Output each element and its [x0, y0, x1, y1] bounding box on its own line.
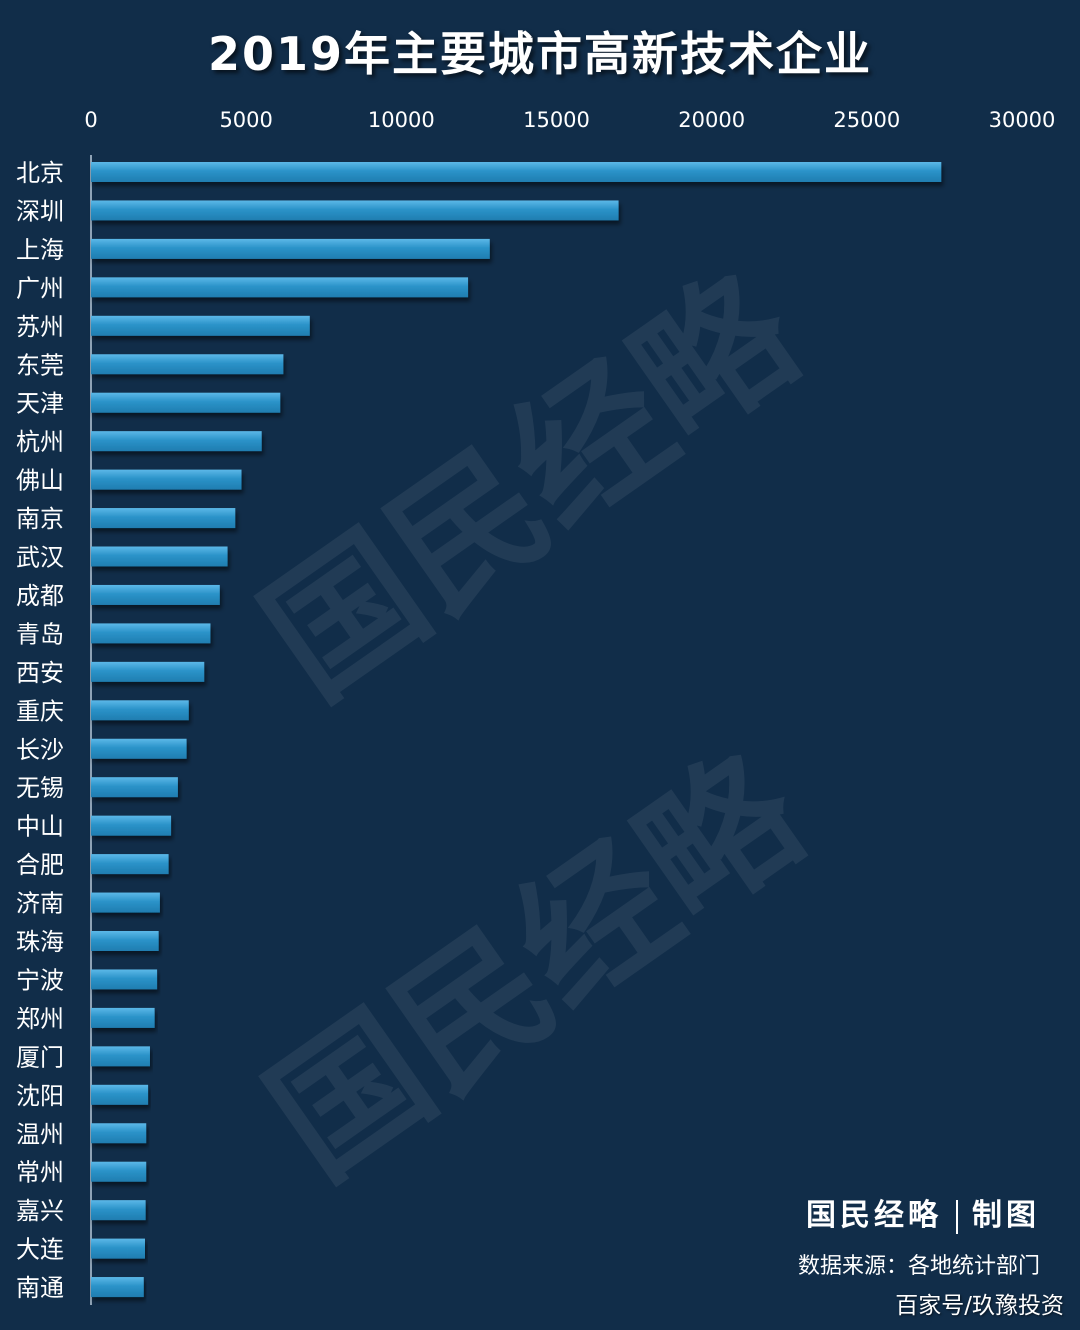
bar [91, 661, 205, 682]
bar [91, 738, 187, 759]
bar [91, 1123, 147, 1144]
category-label: 长沙 [16, 736, 64, 764]
bar [91, 892, 160, 913]
category-label: 温州 [16, 1120, 64, 1148]
category-label: 合肥 [16, 851, 64, 879]
bar [91, 1277, 144, 1298]
category-label: 深圳 [16, 197, 64, 225]
category-label: 厦门 [16, 1043, 64, 1071]
category-label: 北京 [16, 159, 64, 187]
category-label: 珠海 [16, 928, 64, 956]
credit-brand: 国民经略 [806, 1198, 942, 1233]
bar [91, 854, 169, 875]
bar [91, 469, 242, 490]
category-label: 宁波 [16, 966, 64, 994]
credit-separator [956, 1200, 958, 1234]
x-tick-label: 30000 [989, 108, 1056, 132]
bar [91, 969, 158, 990]
category-label: 东莞 [16, 351, 64, 379]
bar [91, 315, 310, 336]
x-tick-label: 25000 [833, 108, 900, 132]
category-label: 南京 [16, 505, 64, 533]
bar [91, 777, 178, 798]
category-label: 中山 [16, 813, 64, 841]
category-label: 武汉 [16, 544, 64, 572]
x-tick-label: 20000 [678, 108, 745, 132]
credit-made: 制图 [972, 1198, 1040, 1233]
bar [91, 508, 236, 529]
brand-watermark: 百家号/玖豫投资 [895, 1293, 1064, 1319]
bar [91, 1200, 146, 1221]
bar [91, 1007, 155, 1028]
category-label: 大连 [16, 1236, 64, 1264]
bar [91, 1084, 149, 1105]
x-tick-label: 15000 [523, 108, 590, 132]
x-tick-label: 10000 [368, 108, 435, 132]
bar [91, 277, 469, 298]
bar [91, 200, 619, 221]
category-label: 南通 [16, 1274, 64, 1302]
category-label: 无锡 [16, 774, 64, 802]
category-label: 嘉兴 [16, 1197, 64, 1225]
bar [91, 238, 490, 259]
x-tick-label: 0 [84, 108, 97, 132]
credit: 国民经略 制图 [806, 1190, 1040, 1234]
bar [91, 354, 284, 375]
category-label: 常州 [16, 1159, 64, 1187]
bar [91, 431, 262, 452]
category-label: 沈阳 [16, 1082, 64, 1110]
bar [91, 700, 189, 721]
bar [91, 392, 281, 413]
category-label: 苏州 [16, 313, 64, 341]
bar [91, 162, 942, 182]
bar [91, 815, 172, 836]
category-label: 西安 [16, 659, 64, 687]
category-label: 郑州 [16, 1005, 64, 1033]
bar [91, 1161, 147, 1182]
category-label: 青岛 [16, 620, 64, 648]
category-label: 杭州 [16, 428, 64, 456]
category-label: 济南 [16, 890, 64, 918]
bar [91, 1046, 150, 1067]
category-label: 广州 [16, 274, 64, 302]
bar [91, 546, 228, 567]
category-label: 佛山 [16, 467, 64, 495]
bar [91, 623, 211, 644]
bar [91, 584, 220, 605]
bar [91, 931, 159, 951]
data-source: 数据来源：各地统计部门 [797, 1254, 1040, 1279]
category-label: 成都 [16, 582, 64, 610]
category-label: 上海 [16, 236, 64, 264]
category-label: 重庆 [16, 697, 64, 725]
category-label: 天津 [16, 390, 64, 418]
bar [91, 1238, 145, 1259]
chart-title: 2019年主要城市高新技术企业 [207, 27, 873, 81]
x-tick-label: 5000 [219, 108, 272, 132]
